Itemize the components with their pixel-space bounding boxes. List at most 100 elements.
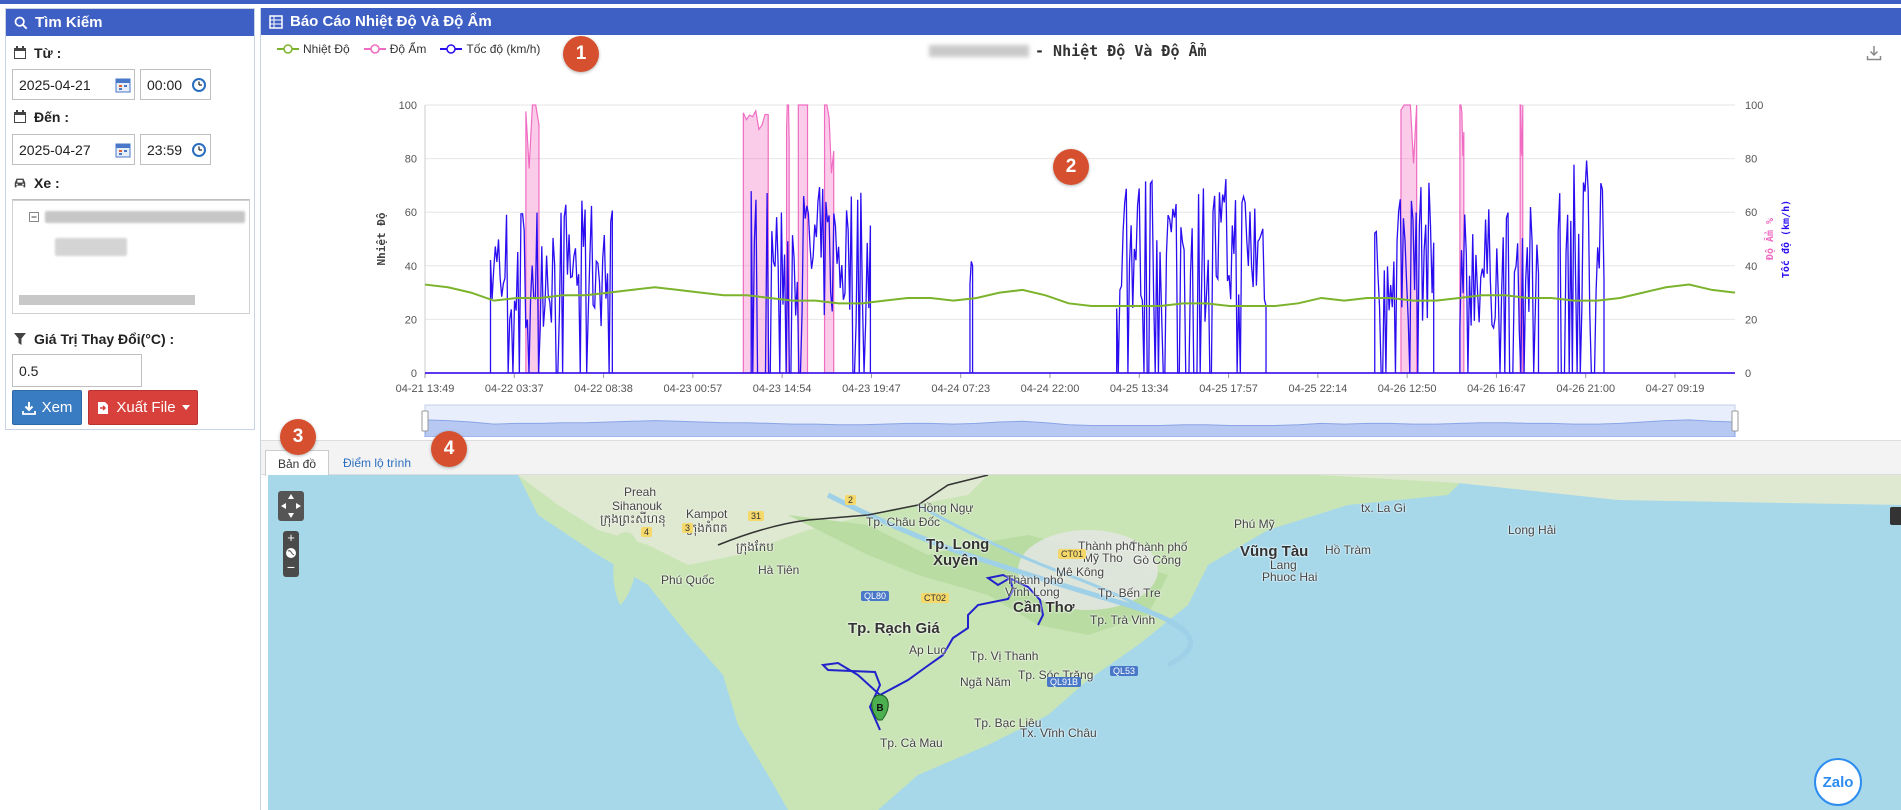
top-accent-line <box>0 0 1901 4</box>
tree-horizontal-scrollbar[interactable] <box>19 295 195 305</box>
x-tick-label: 04-25 22:14 <box>1288 383 1347 395</box>
annotation-badge-3: 3 <box>280 419 316 455</box>
map-road-shield: QL53 <box>1110 666 1139 676</box>
y-axis-title-humidity: Độ Ẩm % <box>1763 218 1776 260</box>
collapse-icon[interactable] <box>29 212 39 222</box>
x-tick-label: 04-21 13:49 <box>396 383 455 395</box>
y-tick-label-left: 0 <box>411 368 417 380</box>
x-tick-label: 04-26 12:50 <box>1378 383 1437 395</box>
legend-speed-label: Tốc độ (km/h) <box>466 42 541 56</box>
vehicle-leaf-redacted <box>55 238 127 256</box>
calendar-icon <box>14 46 26 59</box>
chart-title-plate-redacted <box>929 45 1029 57</box>
legend-item-speed[interactable]: Tốc độ (km/h) <box>440 42 540 56</box>
from-date-input[interactable]: 2025-04-21 <box>12 69 135 100</box>
legend-item-humidity[interactable]: Độ Ẩm <box>363 42 426 56</box>
map-place-label: Sihanouk <box>612 499 663 513</box>
to-date-input[interactable]: 2025-04-27 <box>12 134 135 165</box>
search-icon <box>14 16 28 29</box>
from-date-value: 2025-04-21 <box>19 76 91 93</box>
clock-icon[interactable] <box>191 142 207 158</box>
from-label: Từ : <box>34 45 62 61</box>
zoom-out-button[interactable]: − <box>286 559 296 575</box>
zalo-chat-button[interactable]: Zalo <box>1814 758 1862 806</box>
from-time-value: 00:00 <box>147 76 183 93</box>
y-tick-label-right: 40 <box>1745 261 1757 273</box>
temperature-series-line <box>424 283 1736 307</box>
x-tick-label: 04-22 08:38 <box>574 383 633 395</box>
download-icon <box>21 401 36 415</box>
calendar-icon <box>14 110 26 123</box>
map-place-label: ក្រុងកំពត <box>686 521 728 535</box>
map-place-label: Vĩnh Long <box>1005 585 1060 599</box>
map-place-label: Thành phố <box>1078 539 1136 553</box>
route-map[interactable]: B Preah Sihanouk ក្រុងព្រះសីហនុ Kampot ក្រុង… <box>268 475 1901 810</box>
report-panel: Báo Cáo Nhiệt Độ Và Độ Ẩm Nhiệt Độ Độ Ẩm… <box>260 8 1901 810</box>
legend-item-temperature[interactable]: Nhiệt Độ <box>277 42 350 56</box>
map-land-layer: B <box>518 475 1901 810</box>
annotation-badge-2: 2 <box>1053 149 1089 185</box>
land-east <box>1318 475 1901 505</box>
map-place-label: Gò Công <box>1133 553 1182 567</box>
chart-area: Nhiệt Độ Độ Ẩm Tốc độ (km/h) - Nhiệt Độ … <box>261 35 1901 440</box>
x-tick-label: 04-26 16:47 <box>1467 383 1526 395</box>
map-place-label: tx. La Gi <box>1361 501 1406 515</box>
zoom-in-button[interactable]: + <box>287 530 295 545</box>
range-handle-left <box>421 410 429 432</box>
vehicle-tree-node[interactable] <box>29 211 245 223</box>
to-time-value: 23:59 <box>147 141 183 158</box>
file-export-icon <box>98 401 109 414</box>
map-place-label: ក្រុងកែប <box>736 540 774 554</box>
temperature-humidity-chart: 0 0 20 20 40 40 60 60 80 80 100 100 Nhiệt Độ Độ Ẩm % T… <box>375 100 1792 437</box>
map-place-label: Xuyên <box>933 552 979 569</box>
from-time-input[interactable]: 00:00 <box>140 69 211 100</box>
map-road-shield: 4 <box>641 527 653 537</box>
chart-title-text: - Nhiệt Độ Và Độ Ẩm <box>1035 42 1207 60</box>
export-file-button[interactable]: Xuất File <box>88 390 198 425</box>
y-tick-label-right: 80 <box>1745 154 1757 166</box>
legend-temperature-label: Nhiệt Độ <box>303 42 350 56</box>
layer-toggle-icon[interactable] <box>1890 507 1901 525</box>
date-picker-icon[interactable] <box>115 77 131 93</box>
legend-humidity-swatch <box>363 44 386 54</box>
map-place-label: Thành phố <box>1006 573 1064 587</box>
map-place-label: Tp. Trà Vinh <box>1090 613 1156 627</box>
to-time-input[interactable]: 23:59 <box>140 134 211 165</box>
change-value: 0.5 <box>19 362 39 379</box>
view-button[interactable]: Xem <box>12 390 82 425</box>
y-tick-label-left: 100 <box>399 100 417 112</box>
annotation-badge-4-text: 4 <box>443 438 455 459</box>
clock-icon[interactable] <box>191 77 207 93</box>
annotation-badge-2-text: 2 <box>1065 156 1077 177</box>
date-picker-icon[interactable] <box>115 142 131 158</box>
table-icon <box>269 14 283 29</box>
speed-series-burst <box>969 261 974 373</box>
land-phu-quoc-island <box>613 532 640 605</box>
y-axis-title-speed: Tốc độ (km/h) <box>1780 200 1792 278</box>
change-value-input[interactable]: 0.5 <box>12 354 142 387</box>
map-place-label: Kampot <box>686 507 728 521</box>
tab-map-label: Bản đồ <box>278 456 317 471</box>
vehicle-group-redacted <box>45 211 245 223</box>
speed-series-burst <box>1374 182 1435 374</box>
map-zoom-control: + − <box>283 531 299 577</box>
y-tick-label-left: 20 <box>405 314 417 326</box>
map-place-label: Vũng Tàu <box>1240 543 1309 560</box>
y-tick-label-left: 60 <box>405 207 417 219</box>
chart-download-icon[interactable] <box>1866 45 1882 61</box>
vehicle-tree-leaf[interactable] <box>55 238 127 256</box>
report-panel-header: Báo Cáo Nhiệt Độ Và Độ Ẩm <box>261 8 1901 35</box>
map-road-shield: 2 <box>845 495 857 505</box>
map-place-label: Tp. Châu Đốc <box>866 515 941 529</box>
map-place-label: Cần Thơ <box>1013 599 1075 616</box>
map-pan-control[interactable] <box>278 491 304 521</box>
y-tick-label-right: 100 <box>1745 100 1763 112</box>
country-border <box>717 475 989 546</box>
humidity-series-burst <box>525 104 540 374</box>
end-marker-b <box>871 694 889 721</box>
map-place-label: Phú Mỹ <box>1234 517 1275 531</box>
map-place-label: Ap Luc <box>909 643 947 657</box>
search-panel-title: Tìm Kiếm <box>35 14 103 31</box>
tab-route-points[interactable]: Điểm lộ trình <box>331 450 423 476</box>
globe-icon[interactable] <box>283 545 299 561</box>
